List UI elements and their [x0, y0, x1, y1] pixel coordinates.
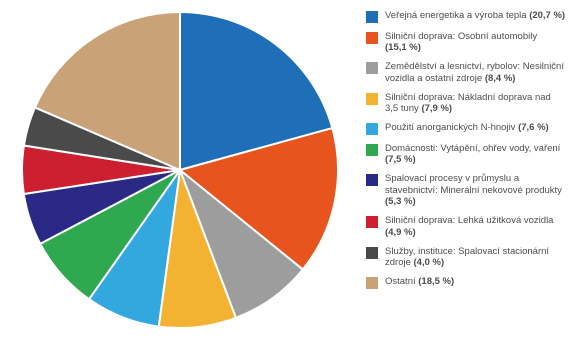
legend-label: Ostatní: [385, 276, 416, 287]
legend-item-3: Zemědělství a lesnictví, rybolov: Nesiln…: [366, 61, 566, 84]
legend-item-5: Použití anorganických N-hnojiv (7,6 %): [366, 122, 566, 135]
legend-percent: (7,6 %): [518, 122, 549, 133]
chart-legend: Veřejná energetika a výroba tepla (20,7 …: [366, 10, 566, 297]
green-square-icon: [366, 143, 378, 156]
legend-percent: (4,9 %): [385, 226, 416, 238]
legend-item-1: Veřejná energetika a výroba tepla (20,7 …: [366, 10, 566, 23]
red-square-icon: [366, 216, 378, 228]
legend-text: Silniční doprava: Osobní automobily (15,…: [385, 31, 566, 54]
legend-text: Silniční doprava: Nákladní doprava nad 3…: [385, 92, 566, 115]
legend-item-7: Spalovací procesy v průmyslu a stavebnic…: [366, 173, 566, 208]
pie-slice-10: [33, 11, 181, 171]
legend-percent: (5,3 %): [385, 196, 416, 207]
legend-text: Použití anorganických N-hnojiv (7,6 %): [385, 122, 549, 134]
pie-chart: [21, 11, 339, 329]
legend-label: Domácnosti: Vytápění, ohřev vody, vaření: [385, 142, 561, 154]
legend-percent: (7,9 %): [421, 103, 453, 114]
legend-item-10: Ostatní (18,5 %): [366, 276, 566, 289]
legend-percent: (15,1 %): [385, 42, 421, 53]
legend-label: Silniční doprava: Nákladní doprava nad 3…: [385, 91, 551, 115]
dark-gray-square-icon: [366, 246, 378, 259]
legend-text: Veřejná energetika a výroba tepla (20,7 …: [385, 10, 565, 22]
legend-label: Silniční doprava: Osobní automobily: [385, 30, 538, 42]
legend-item-4: Silniční doprava: Nákladní doprava nad 3…: [366, 92, 566, 115]
legend-label: Zemědělství a lesnictví, rybolov: Nesiln…: [385, 61, 564, 84]
legend-text: Spalovací procesy v průmyslu a stavebnic…: [385, 173, 566, 208]
legend-percent: (20,7 %): [529, 10, 566, 21]
legend-percent: (4,0 %): [413, 257, 445, 268]
gray-square-icon: [366, 62, 378, 74]
yellow-square-icon: [366, 92, 378, 105]
legend-label: Použití anorganických N-hnojiv: [385, 122, 516, 133]
legend-label: Služby, instituce: Spalovací stacionární…: [385, 245, 550, 269]
legend-item-8: Silniční doprava: Lehká užitková vozidla…: [366, 215, 566, 238]
legend-item-2: Silniční doprava: Osobní automobily (15,…: [366, 31, 566, 54]
light-blue-square-icon: [366, 123, 378, 135]
legend-item-9: Služby, instituce: Spalovací stacionární…: [366, 246, 566, 269]
pie-slice-2: [179, 127, 339, 271]
legend-text: Zemědělství a lesnictví, rybolov: Nesiln…: [385, 61, 566, 84]
tan-square-icon: [366, 277, 378, 289]
orange-square-icon: [366, 31, 378, 44]
legend-text: Služby, instituce: Spalovací stacionární…: [385, 246, 566, 269]
legend-label: Veřejná energetika a výroba tepla: [385, 10, 527, 21]
legend-percent: (7,5 %): [385, 154, 416, 165]
legend-text: Silniční doprava: Lehká užitková vozidla…: [385, 215, 566, 238]
legend-percent: (18,5 %): [418, 276, 455, 287]
legend-percent: (8,4 %): [484, 72, 516, 84]
legend-text: Domácnosti: Vytápění, ohřev vody, vaření…: [385, 143, 566, 166]
legend-label: Spalovací procesy v průmyslu a stavebnic…: [385, 173, 562, 196]
pie-slice-1: [179, 11, 334, 171]
legend-label: Silniční doprava: Lehká užitková vozidla: [385, 215, 554, 226]
legend-text: Ostatní (18,5 %): [385, 276, 454, 288]
blue-square-icon: [366, 11, 378, 23]
navy-square-icon: [366, 174, 378, 186]
legend-item-6: Domácnosti: Vytápění, ohřev vody, vaření…: [366, 143, 566, 166]
